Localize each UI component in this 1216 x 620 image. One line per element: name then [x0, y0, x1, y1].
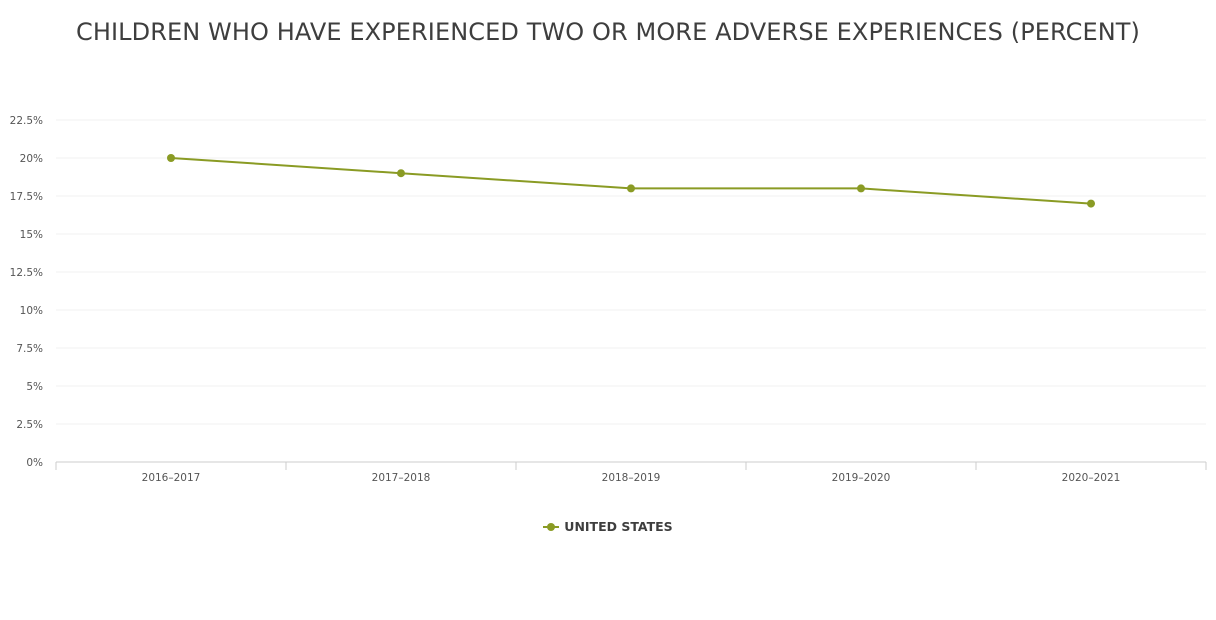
x-tick-label: 2016–2017: [142, 472, 201, 484]
y-tick-label: 7.5%: [16, 343, 43, 355]
legend-line-marker-icon: [543, 522, 560, 532]
series-line: [170, 157, 1092, 205]
data-point: [1087, 199, 1095, 208]
y-tick-label: 0%: [26, 457, 43, 469]
grid-lines: [56, 119, 1206, 425]
x-tick-label: 2020–2021: [1062, 472, 1121, 484]
y-tick-label: 17.5%: [10, 191, 43, 203]
x-tick-label: 2019–2020: [832, 472, 891, 484]
data-point: [397, 169, 405, 178]
y-tick-label: 15%: [20, 229, 43, 241]
y-tick-label: 20%: [20, 153, 43, 165]
x-axis-tick-labels: 2016–2017 2017–2018 2018–2019 2019–2020 2020…: [142, 472, 1121, 484]
y-tick-label: 2.5%: [16, 419, 43, 431]
axes: [55, 461, 1207, 470]
y-axis-tick-labels: 0% 2.5% 5% 7.5% 10% 12.5% 15% 17.5% 20% 22.5%: [10, 115, 43, 469]
legend-label: UNITED STATES: [564, 519, 673, 534]
y-tick-label: 5%: [26, 381, 43, 393]
x-tick-label: 2018–2019: [602, 472, 661, 484]
data-point: [857, 184, 865, 193]
data-point: [167, 154, 175, 162]
y-tick-label: 12.5%: [10, 267, 43, 279]
series-group: [167, 154, 1095, 208]
y-tick-label: 22.5%: [10, 115, 43, 127]
legend: UNITED STATES: [0, 519, 1216, 534]
legend-item-united-states[interactable]: UNITED STATES: [543, 519, 673, 534]
x-tick-label: 2017–2018: [372, 472, 431, 484]
y-tick-label: 10%: [20, 305, 43, 317]
data-point: [627, 184, 635, 193]
chart-title: CHILDREN WHO HAVE EXPERIENCED TWO OR MOR…: [75, 18, 1141, 46]
